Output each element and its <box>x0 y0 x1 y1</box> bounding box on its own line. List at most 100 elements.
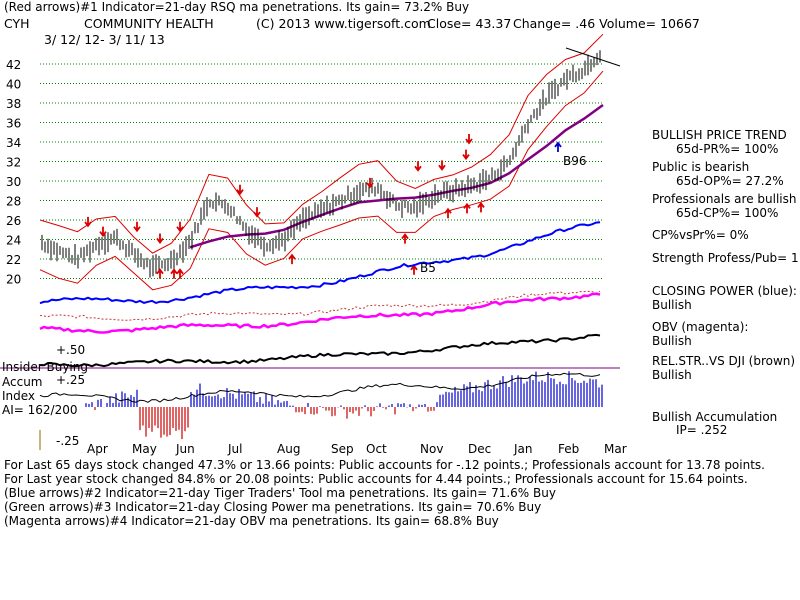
x-tick-apr: Apr <box>87 442 108 456</box>
footer-blue-arrows: (Blue arrows)#2 Indicator=21-day Tiger T… <box>4 486 556 500</box>
accum-value: IP= .252 <box>676 423 728 437</box>
y-tick-38: 38 <box>6 97 21 111</box>
ma-21day <box>189 103 604 249</box>
buy-arrow <box>554 141 562 152</box>
ai-label: AI= 162/200 <box>2 403 78 417</box>
y-tick-20: 20 <box>6 273 21 287</box>
trend-value: 65d-PR%= 100% <box>676 142 779 156</box>
x-tick-dec: Dec <box>468 442 491 456</box>
buy-arrow <box>410 264 418 275</box>
y-tick-22: 22 <box>6 253 21 267</box>
sell-arrow <box>366 177 374 189</box>
obv-value: Bullish <box>652 334 692 348</box>
buy-arrow <box>444 207 452 219</box>
footer-65day: For Last 65 days stock changed 47.3% or … <box>4 458 765 472</box>
sell-arrow <box>156 233 164 244</box>
obv-title: OBV (magenta): <box>652 320 749 334</box>
strength-ratio: Strength Profess/Pub= 11 <box>652 251 800 265</box>
insider-buying-label: Insider Buying <box>2 360 88 374</box>
signal-arrows <box>84 47 621 279</box>
sell-arrow <box>99 226 107 238</box>
y-tick-34: 34 <box>6 136 21 150</box>
footer-green-arrows: (Green arrows)#3 Indicator=21-day Closin… <box>4 500 542 514</box>
sell-arrow <box>176 221 184 233</box>
x-tick-nov: Nov <box>420 442 443 456</box>
y-tick-32: 32 <box>6 156 21 170</box>
cp-title: CLOSING POWER (blue): <box>652 284 797 298</box>
lower-band <box>39 70 604 291</box>
upper-band <box>39 33 604 254</box>
sell-arrow <box>465 134 473 145</box>
change-volume: Change= .46 Volume= 10667 <box>513 16 700 31</box>
buy-arrow <box>463 202 471 214</box>
sell-arrow <box>253 207 261 218</box>
buy-arrow <box>401 233 409 244</box>
price-y-ticks: 20 22 24 26 28 30 32 34 36 38 40 42 <box>6 58 21 287</box>
x-tick-sep: Sep <box>331 442 354 456</box>
x-tick-may: May <box>132 442 157 456</box>
cp-vs-pr: CP%vsPr%= 0% <box>652 228 749 242</box>
company-name: COMMUNITY HEALTH <box>84 16 214 31</box>
plus25-label: +.25 <box>56 373 86 387</box>
buy-arrow <box>176 268 184 279</box>
x-tick-aug: Aug <box>277 442 300 456</box>
x-tick-jul: Jul <box>227 442 242 456</box>
buy-arrow <box>288 253 296 265</box>
buy-arrow <box>477 201 485 213</box>
x-tick-feb: Feb <box>558 442 579 456</box>
pros-title: Professionals are bullish <box>652 192 797 206</box>
indicator-panels <box>0 221 620 369</box>
resistance-trendline <box>565 47 621 67</box>
sell-arrow <box>133 221 141 233</box>
y-tick-40: 40 <box>6 78 21 92</box>
closing-power-ma <box>39 290 601 321</box>
accum-ma-line <box>39 372 601 403</box>
y-tick-42: 42 <box>6 58 21 72</box>
footer-year: For Last year stock changed 84.8% or 20.… <box>4 472 748 486</box>
y-tick-28: 28 <box>6 195 21 209</box>
sell-arrow <box>438 160 446 171</box>
footer-magenta-arrows: (Magenta arrows)#4 Indicator=21-day OBV … <box>4 514 499 528</box>
ticker-symbol: CYH <box>4 16 30 31</box>
sell-arrow <box>84 216 92 228</box>
y-tick-36: 36 <box>6 117 21 131</box>
pros-value: 65d-CP%= 100% <box>676 206 779 220</box>
copyright: (C) 2013 www.tigersoft.com <box>256 16 431 31</box>
accum-label: Accum <box>2 375 43 389</box>
relstr-title: REL.STR..VS DJI (brown) <box>652 354 796 368</box>
sell-arrow <box>236 184 244 196</box>
trend-title: BULLISH PRICE TREND <box>652 128 787 142</box>
x-tick-jun: Jun <box>175 442 195 456</box>
b5-label: B5 <box>420 261 436 275</box>
x-tick-jan: Jan <box>513 442 533 456</box>
plus50-label: +.50 <box>56 343 86 357</box>
public-title: Public is bearish <box>652 160 750 174</box>
buy-arrow <box>170 268 178 279</box>
x-tick-oct: Oct <box>366 442 387 456</box>
index-label: Index <box>2 389 36 403</box>
x-tick-mar: Mar <box>604 442 627 456</box>
closing-power-line <box>39 221 601 305</box>
relstr-line <box>39 333 601 368</box>
relstr-value: Bullish <box>652 368 692 382</box>
sell-arrow <box>414 161 422 172</box>
date-range: 3/ 12/ 12- 3/ 11/ 13 <box>44 32 165 47</box>
b96-label: B96 <box>563 154 587 168</box>
bollinger-bands <box>39 33 604 291</box>
buy-arrow <box>156 268 164 279</box>
sell-arrow <box>462 149 470 161</box>
y-tick-30: 30 <box>6 175 21 189</box>
public-value: 65d-OP%= 27.2% <box>676 174 784 188</box>
obv-line <box>39 292 601 334</box>
price-bars <box>41 50 601 278</box>
accum-title: Bullish Accumulation <box>652 410 778 424</box>
minus25-label: -.25 <box>56 434 80 448</box>
moving-average-line <box>189 103 604 249</box>
y-tick-24: 24 <box>6 234 21 248</box>
month-axis: Apr May Jun Jul Aug Sep Oct Nov Dec Jan Feb Mar <box>39 430 627 456</box>
y-tick-26: 26 <box>6 214 21 228</box>
price-gridlines <box>40 63 603 279</box>
cp-value: Bullish <box>652 298 692 312</box>
header-indicator-line: (Red arrows)#1 Indicator=21-day RSQ ma p… <box>4 0 470 14</box>
